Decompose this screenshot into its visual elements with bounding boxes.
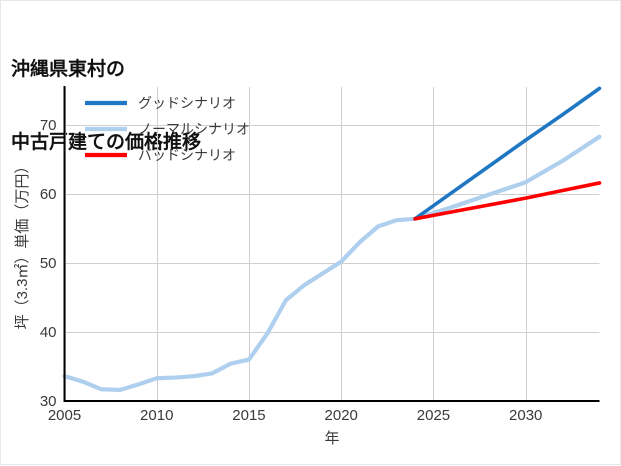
series-line-normal bbox=[62, 134, 602, 393]
x-axis-title: 年 bbox=[324, 430, 339, 447]
axis-title-layer: 年 坪（3.3㎡）単価（万円） bbox=[14, 159, 340, 447]
y-tick-label: 60 bbox=[40, 186, 57, 203]
x-tick-label: 2005 bbox=[48, 407, 81, 424]
y-axis-title: 坪（3.3㎡）単価（万円） bbox=[14, 159, 31, 330]
legend-label: ノーマルシナリオ bbox=[138, 121, 250, 137]
legend-label: グッドシナリオ bbox=[138, 95, 236, 111]
series-line-bad bbox=[413, 181, 602, 221]
x-tick-label: 2020 bbox=[325, 407, 358, 424]
series-line-good bbox=[413, 86, 602, 221]
y-tick-label: 30 bbox=[40, 393, 57, 410]
page-title-line-2: 中古戸建ての価格推移 bbox=[11, 131, 202, 153]
x-tick-label: 2010 bbox=[140, 407, 173, 424]
x-tick-label: 2015 bbox=[232, 407, 265, 424]
legend-label: バッドシナリオ bbox=[138, 147, 236, 163]
x-tick-label: 2030 bbox=[509, 407, 542, 424]
page-title: 沖縄県東村の 中古戸建ての価格推移 bbox=[11, 9, 201, 204]
series-layer bbox=[62, 86, 602, 393]
y-tick-label: 40 bbox=[40, 324, 57, 341]
page-title-line-1: 沖縄県東村の bbox=[11, 58, 126, 80]
y-tick-label: 70 bbox=[40, 117, 57, 134]
tick-label-layer: 30 40 50 60 70 2005 2010 2015 2020 2025 2030 bbox=[40, 117, 543, 424]
axis-layer bbox=[63, 86, 600, 403]
x-tick-label: 2025 bbox=[417, 407, 450, 424]
y-tick-label: 50 bbox=[40, 255, 57, 272]
